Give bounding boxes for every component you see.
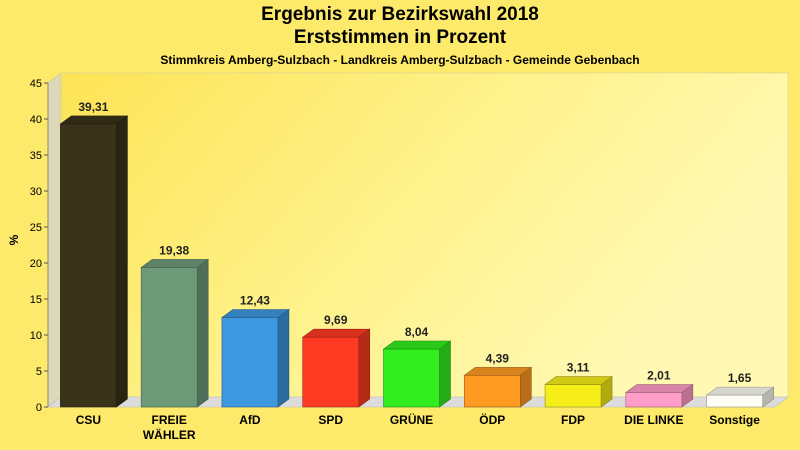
bar: [544, 384, 602, 408]
data-label: 4,39: [486, 351, 510, 365]
bar-top: [301, 328, 371, 338]
bar: [625, 392, 683, 408]
chart-subtitle: Stimmkreis Amberg-Sulzbach - Landkreis A…: [160, 53, 640, 67]
bar-side: [439, 340, 451, 408]
x-tick-label: ÖDP: [479, 412, 505, 427]
bar-top: [544, 376, 613, 385]
bar-top: [221, 309, 290, 318]
bar: [383, 348, 440, 408]
bar: [302, 336, 360, 408]
chart-subtitle-line: Erststimmen in Prozent: [293, 27, 507, 48]
data-label: 39,31: [78, 100, 108, 114]
y-axis-label: %: [7, 234, 21, 245]
bar-top: [463, 367, 533, 376]
chart-labels: 0 5 10 15 20 25 30 35 40 45 39,31 CSU 19,38 FREIE WÄHL…: [30, 78, 761, 442]
bar: [140, 267, 198, 408]
bar-side: [358, 328, 371, 408]
data-label: 3,11: [567, 361, 590, 375]
y-tick-label: 35: [30, 150, 42, 162]
y-tick-label: 25: [30, 222, 42, 234]
data-label: 8,04: [405, 325, 429, 339]
y-tick-label: 0: [36, 402, 42, 414]
data-label: 1,65: [728, 371, 752, 385]
x-tick-label: Sonstige: [709, 413, 760, 427]
bar: [221, 317, 279, 408]
bar-top: [624, 384, 694, 393]
x-tick-label: FREIE WÄHLER: [143, 413, 196, 442]
bar-top: [140, 259, 210, 268]
side-wall: [47, 72, 62, 408]
bar-side: [116, 115, 128, 408]
x-tick-label: FDP: [561, 413, 585, 427]
y-tick-label: 30: [30, 186, 42, 198]
chart-bars: [59, 115, 775, 408]
data-label: 12,43: [240, 294, 270, 308]
y-tick-label: 20: [30, 258, 42, 270]
chart-title: Ergebnis zur Bezirkswahl 2018: [261, 4, 539, 25]
y-tick-label: 10: [30, 330, 42, 342]
bar: [706, 394, 763, 408]
bar-top: [59, 115, 129, 125]
bar-side: [196, 258, 209, 408]
y-tick-label: 5: [36, 366, 42, 378]
bar-top: [705, 386, 775, 396]
bar: [463, 375, 521, 408]
x-tick-label: SPD: [318, 413, 343, 427]
data-label: 9,69: [324, 313, 348, 327]
data-label: 19,38: [159, 243, 189, 257]
x-tick-label: CSU: [76, 413, 101, 427]
data-label: 2,01: [647, 369, 671, 383]
bar-side: [277, 308, 290, 408]
x-tick-label: DIE LINKE: [624, 413, 683, 427]
x-tick-label: GRÜNE: [390, 412, 433, 427]
x-tick-label: AfD: [239, 413, 261, 427]
y-tick-label: 45: [30, 78, 42, 90]
y-tick-label: 15: [30, 294, 42, 306]
bar-top: [382, 340, 452, 350]
y-tick-label: 40: [30, 114, 42, 126]
bar: [60, 123, 117, 408]
